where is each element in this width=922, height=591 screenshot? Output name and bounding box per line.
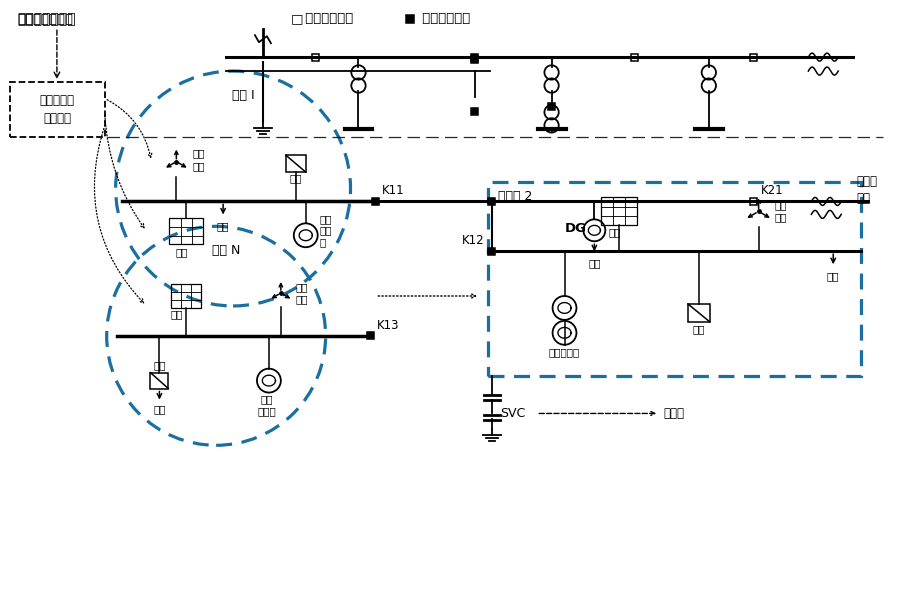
Bar: [489, 198, 495, 205]
Text: 信息流: 信息流: [663, 407, 684, 420]
Bar: [150, 373, 169, 388]
Text: 光伏: 光伏: [170, 309, 183, 319]
Bar: [407, 15, 414, 23]
Text: 配电网调度中心: 配电网调度中心: [18, 12, 76, 27]
Bar: [170, 218, 203, 244]
Text: K12: K12: [462, 234, 485, 247]
Text: 储能: 储能: [153, 361, 166, 371]
Text: 柴油
发电
机: 柴油 发电 机: [320, 214, 332, 247]
Bar: [10, 82, 105, 137]
Text: SVC: SVC: [500, 407, 525, 420]
Text: 负荷: 负荷: [217, 222, 230, 231]
Bar: [171, 284, 201, 308]
Text: 柴油
发电机: 柴油 发电机: [257, 395, 277, 416]
Bar: [601, 197, 637, 225]
Text: 光伏: 光伏: [175, 247, 187, 257]
Text: 微网 N: 微网 N: [212, 244, 241, 257]
Text: 微网 I: 微网 I: [231, 89, 254, 102]
Bar: [688, 304, 710, 322]
Text: K13: K13: [376, 319, 399, 332]
Text: K21: K21: [761, 184, 783, 197]
Text: K11: K11: [383, 184, 405, 197]
Text: 风力
发电: 风力 发电: [774, 200, 787, 223]
Text: 柴油发电机: 柴油发电机: [549, 347, 580, 357]
Text: 断路器打开；: 断路器打开；: [301, 12, 353, 25]
Bar: [471, 54, 479, 61]
Bar: [751, 54, 757, 61]
Text: 负荷: 负荷: [588, 258, 600, 268]
Text: 光伏: 光伏: [608, 228, 621, 238]
Bar: [286, 155, 306, 172]
Text: 风力
发电: 风力 发电: [193, 148, 205, 171]
Bar: [489, 248, 495, 255]
Text: □: □: [290, 12, 303, 25]
Text: 配电网调度中心: 配电网调度中心: [18, 13, 73, 26]
Bar: [313, 54, 319, 61]
Bar: [751, 198, 757, 205]
Bar: [631, 54, 638, 61]
Text: 储能: 储能: [290, 174, 302, 184]
Text: 负荷: 负荷: [827, 271, 840, 281]
Bar: [471, 108, 479, 115]
Text: 风力
发电: 风力 发电: [296, 282, 308, 304]
Bar: [471, 56, 479, 63]
Text: 断路器闭合。: 断路器闭合。: [419, 12, 470, 25]
Bar: [372, 198, 379, 205]
Text: 低压配
电网: 低压配 电网: [857, 174, 877, 204]
Text: 互联微网群
控制中心: 互联微网群 控制中心: [40, 94, 75, 125]
Bar: [488, 181, 861, 376]
Text: 微电网 2: 微电网 2: [498, 190, 532, 203]
Bar: [548, 103, 555, 111]
Text: 负荷: 负荷: [153, 404, 166, 414]
Bar: [367, 332, 374, 339]
Text: 储能: 储能: [692, 324, 705, 334]
Text: DG: DG: [564, 222, 586, 235]
